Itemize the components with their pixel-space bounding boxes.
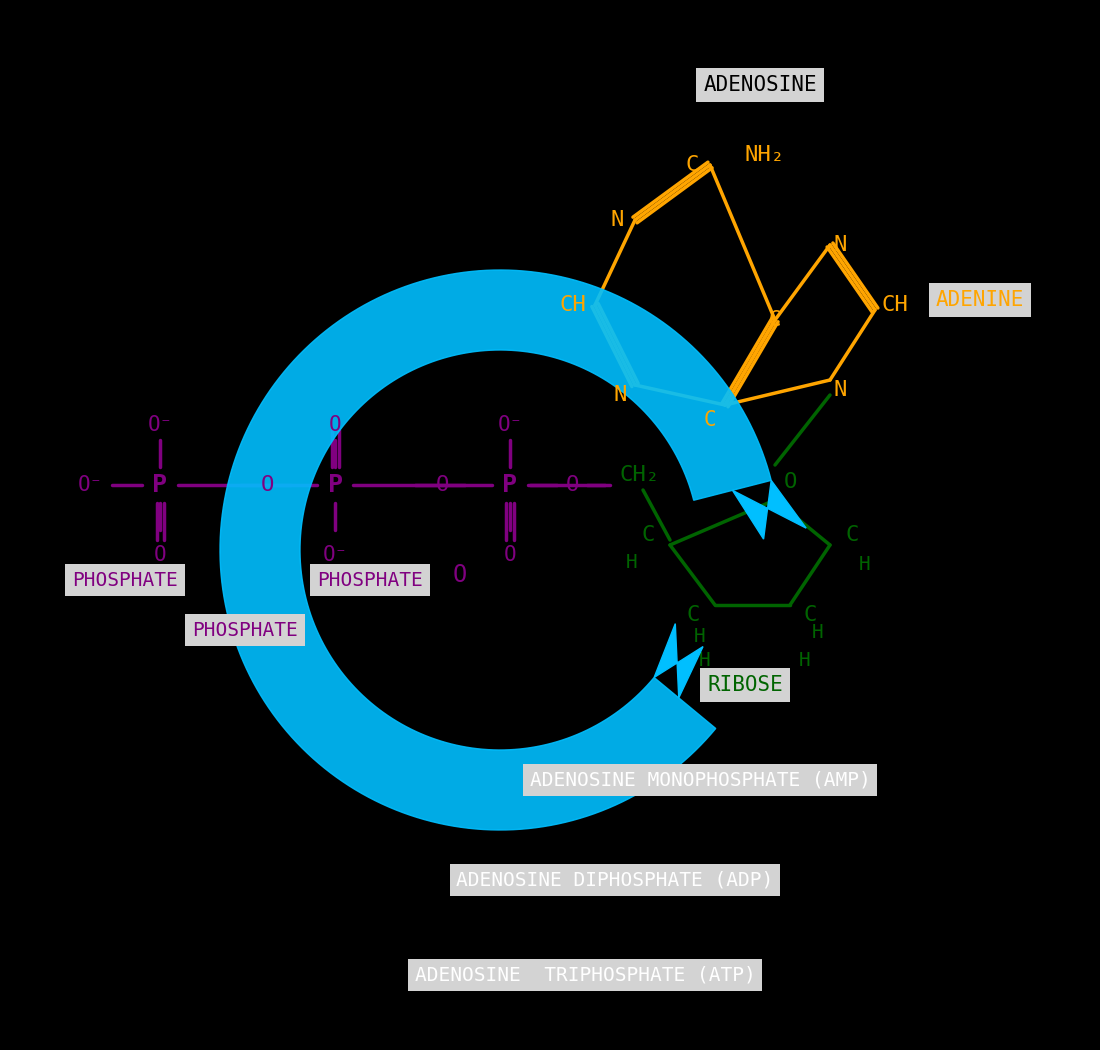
- Text: NH₂: NH₂: [745, 145, 785, 165]
- Text: H: H: [859, 555, 871, 574]
- Text: O⁻: O⁻: [77, 475, 102, 495]
- Text: N: N: [610, 210, 624, 230]
- Text: PHOSPHATE: PHOSPHATE: [73, 570, 178, 589]
- Text: H: H: [626, 553, 638, 572]
- Text: ADENOSINE  TRIPHOSPHATE (ATP): ADENOSINE TRIPHOSPHATE (ATP): [415, 966, 756, 985]
- Text: O⁻: O⁻: [322, 545, 348, 565]
- Text: CH: CH: [881, 295, 909, 315]
- Text: O: O: [504, 545, 516, 565]
- Text: C: C: [685, 155, 698, 175]
- Text: O: O: [329, 415, 341, 435]
- Text: RIBOSE: RIBOSE: [707, 675, 783, 695]
- Text: O⁻: O⁻: [497, 415, 522, 435]
- Text: N: N: [614, 385, 627, 405]
- Text: CH: CH: [560, 295, 586, 315]
- Text: O: O: [453, 563, 468, 587]
- Text: PHOSPHATE: PHOSPHATE: [317, 570, 422, 589]
- Text: O: O: [436, 475, 449, 495]
- Polygon shape: [733, 480, 806, 539]
- Text: O⁻: O⁻: [147, 415, 173, 435]
- Text: C: C: [641, 525, 654, 545]
- Text: O: O: [565, 475, 579, 495]
- Text: ADENOSINE DIPHOSPHATE (ADP): ADENOSINE DIPHOSPHATE (ADP): [456, 870, 773, 889]
- Text: N: N: [834, 235, 847, 255]
- Text: P: P: [503, 472, 517, 497]
- Text: C: C: [769, 310, 781, 330]
- Text: O: O: [261, 475, 274, 495]
- Text: P: P: [328, 472, 342, 497]
- Text: O: O: [783, 472, 796, 492]
- Text: ADENOSINE: ADENOSINE: [703, 75, 817, 94]
- Text: PHOSPHATE: PHOSPHATE: [192, 621, 298, 639]
- Text: C: C: [845, 525, 859, 545]
- Text: N: N: [834, 380, 847, 400]
- Text: C: C: [704, 410, 716, 430]
- Text: CH₂: CH₂: [620, 465, 660, 485]
- Text: O: O: [154, 545, 166, 565]
- Text: C: C: [803, 605, 816, 625]
- Text: H: H: [799, 651, 811, 670]
- Text: P: P: [153, 472, 167, 497]
- Text: ADENOSINE MONOPHOSPHATE (AMP): ADENOSINE MONOPHOSPHATE (AMP): [529, 771, 870, 790]
- Polygon shape: [654, 624, 703, 698]
- Text: ADENINE: ADENINE: [936, 290, 1024, 310]
- Text: H: H: [812, 624, 824, 643]
- Text: H: H: [700, 651, 711, 670]
- Text: H: H: [694, 628, 706, 647]
- Text: C: C: [686, 605, 700, 625]
- Polygon shape: [220, 270, 771, 830]
